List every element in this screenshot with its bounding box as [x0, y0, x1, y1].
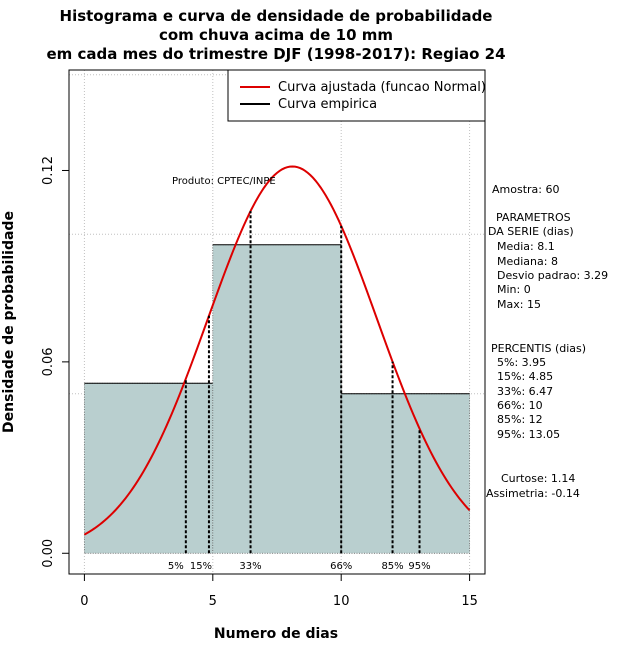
- stat-params-title-1: PARAMETROS: [496, 211, 571, 224]
- stat-p95: 95%: 13.05: [497, 428, 560, 441]
- statistics-panel: Amostra: 60 PARAMETROS DA SERIE (dias) M…: [486, 183, 608, 500]
- chart-title-line-1: Histograma e curva de densidade de proba…: [60, 7, 493, 25]
- percentile-label-3: 66%: [330, 561, 352, 572]
- y-tick-label-0: 0.00: [41, 539, 56, 568]
- stat-media: Media: 8.1: [497, 240, 555, 253]
- stat-sample: Amostra: 60: [492, 183, 559, 196]
- y-tick-label-1: 0.06: [41, 347, 56, 376]
- stat-p66: 66%: 10: [497, 399, 543, 412]
- axis-layer: 0 5 10 15 0.00 0.06 0.12: [41, 156, 478, 609]
- histogram-bar-1: [212, 244, 342, 554]
- legend: Curva ajustada (funcao Normal) Curva emp…: [227, 69, 486, 122]
- x-tick-label-2: 10: [333, 594, 350, 609]
- stat-mediana: Mediana: 8: [497, 255, 558, 268]
- stat-desvio: Desvio padrao: 3.29: [497, 269, 608, 282]
- legend-label-empirical: Curva empirica: [278, 97, 377, 112]
- stat-assimetria: Assimetria: -0.14: [486, 487, 580, 500]
- stat-percentis-title: PERCENTIS (dias): [491, 342, 586, 355]
- x-axis-label: Numero de dias: [214, 626, 338, 642]
- stat-p5: 5%: 3.95: [497, 356, 546, 369]
- y-tick-label-2: 0.12: [41, 156, 56, 185]
- y-axis-label: Densidade de probabilidade: [1, 211, 17, 433]
- legend-label-normal: Curva ajustada (funcao Normal): [278, 80, 486, 95]
- stat-p15: 15%: 4.85: [497, 370, 553, 383]
- curve-layer: [83, 165, 471, 536]
- histogram-bar-2: [340, 393, 470, 554]
- percentile-label-0: 5%: [168, 561, 184, 572]
- x-tick-label-1: 5: [209, 594, 217, 609]
- x-tick-label-0: 0: [80, 594, 88, 609]
- stat-p85: 85%: 12: [497, 413, 543, 426]
- stat-min: Min: 0: [497, 283, 531, 296]
- percentile-label-1: 15%: [190, 561, 212, 572]
- product-annotation: Produto: CPTEC/INPE: [172, 176, 276, 187]
- chart-title-line-2: com chuva acima de 10 mm: [159, 26, 393, 44]
- chart-title-line-3: em cada mes do trimestre DJF (1998-2017)…: [46, 45, 505, 63]
- stat-params-title-2: DA SERIE (dias): [488, 225, 574, 238]
- stat-max: Max: 15: [497, 298, 541, 311]
- stat-curtose: Curtose: 1.14: [501, 472, 575, 485]
- histogram-bar-0: [84, 382, 214, 554]
- percentile-label-2: 33%: [239, 561, 261, 572]
- percentile-label-5: 95%: [408, 561, 430, 572]
- stat-p33: 33%: 6.47: [497, 385, 553, 398]
- histogram-bars: [84, 244, 470, 554]
- percentile-layer: 5% 15% 33% 66% 85% 95%: [168, 211, 431, 572]
- legend-box: [227, 69, 486, 122]
- normal-fit-curve: [83, 165, 471, 536]
- percentile-label-4: 85%: [381, 561, 403, 572]
- x-tick-label-3: 15: [461, 594, 478, 609]
